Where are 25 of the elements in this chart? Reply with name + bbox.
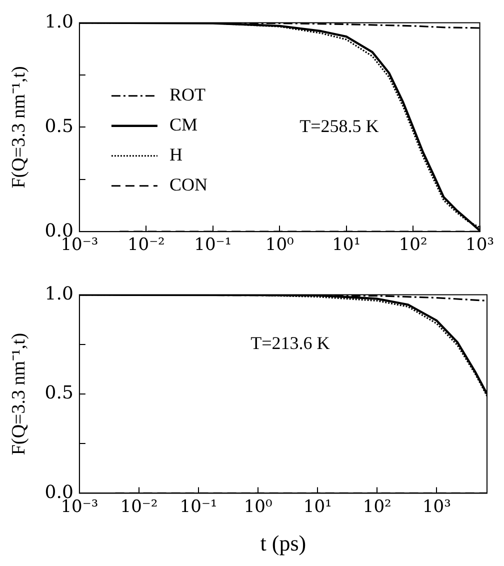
legend-label: H — [169, 144, 182, 165]
y-tick-label: 0.5 — [44, 116, 74, 137]
x-tick-label: 10² — [398, 235, 428, 256]
x-tick-label: 10¹ — [303, 496, 332, 517]
x-tick-label: 10⁻¹ — [194, 235, 232, 256]
x-axis-title: t (ps) — [260, 530, 306, 556]
x-tick-label: 10⁻² — [120, 496, 158, 517]
y-axis-title: F(Q=3.3 nm⁻¹,t) — [8, 332, 30, 456]
y-axis-title: F(Q=3.3 nm⁻¹,t) — [8, 66, 30, 188]
y-tick-label: 1.0 — [44, 11, 74, 32]
x-tick-label: 10² — [362, 496, 392, 517]
legend-label: ROT — [169, 84, 206, 105]
legend-label: CON — [169, 174, 208, 195]
y-tick-label: 1.0 — [44, 283, 74, 304]
annotation: T=258.5 K — [300, 116, 379, 136]
x-tick-label: 10⁻¹ — [180, 496, 218, 517]
legend-label: CM — [169, 114, 198, 135]
x-tick-label: 10⁰ — [244, 496, 272, 517]
x-tick-label: 10³ — [422, 496, 451, 517]
y-tick-label: 0.5 — [44, 382, 74, 404]
x-tick-label: 10¹ — [332, 235, 361, 256]
x-tick-label: 10⁰ — [265, 235, 294, 256]
x-tick-label: 10⁻² — [127, 235, 165, 256]
x-tick-label: 10³ — [466, 235, 494, 256]
annotation: T=213.6 K — [250, 333, 330, 354]
